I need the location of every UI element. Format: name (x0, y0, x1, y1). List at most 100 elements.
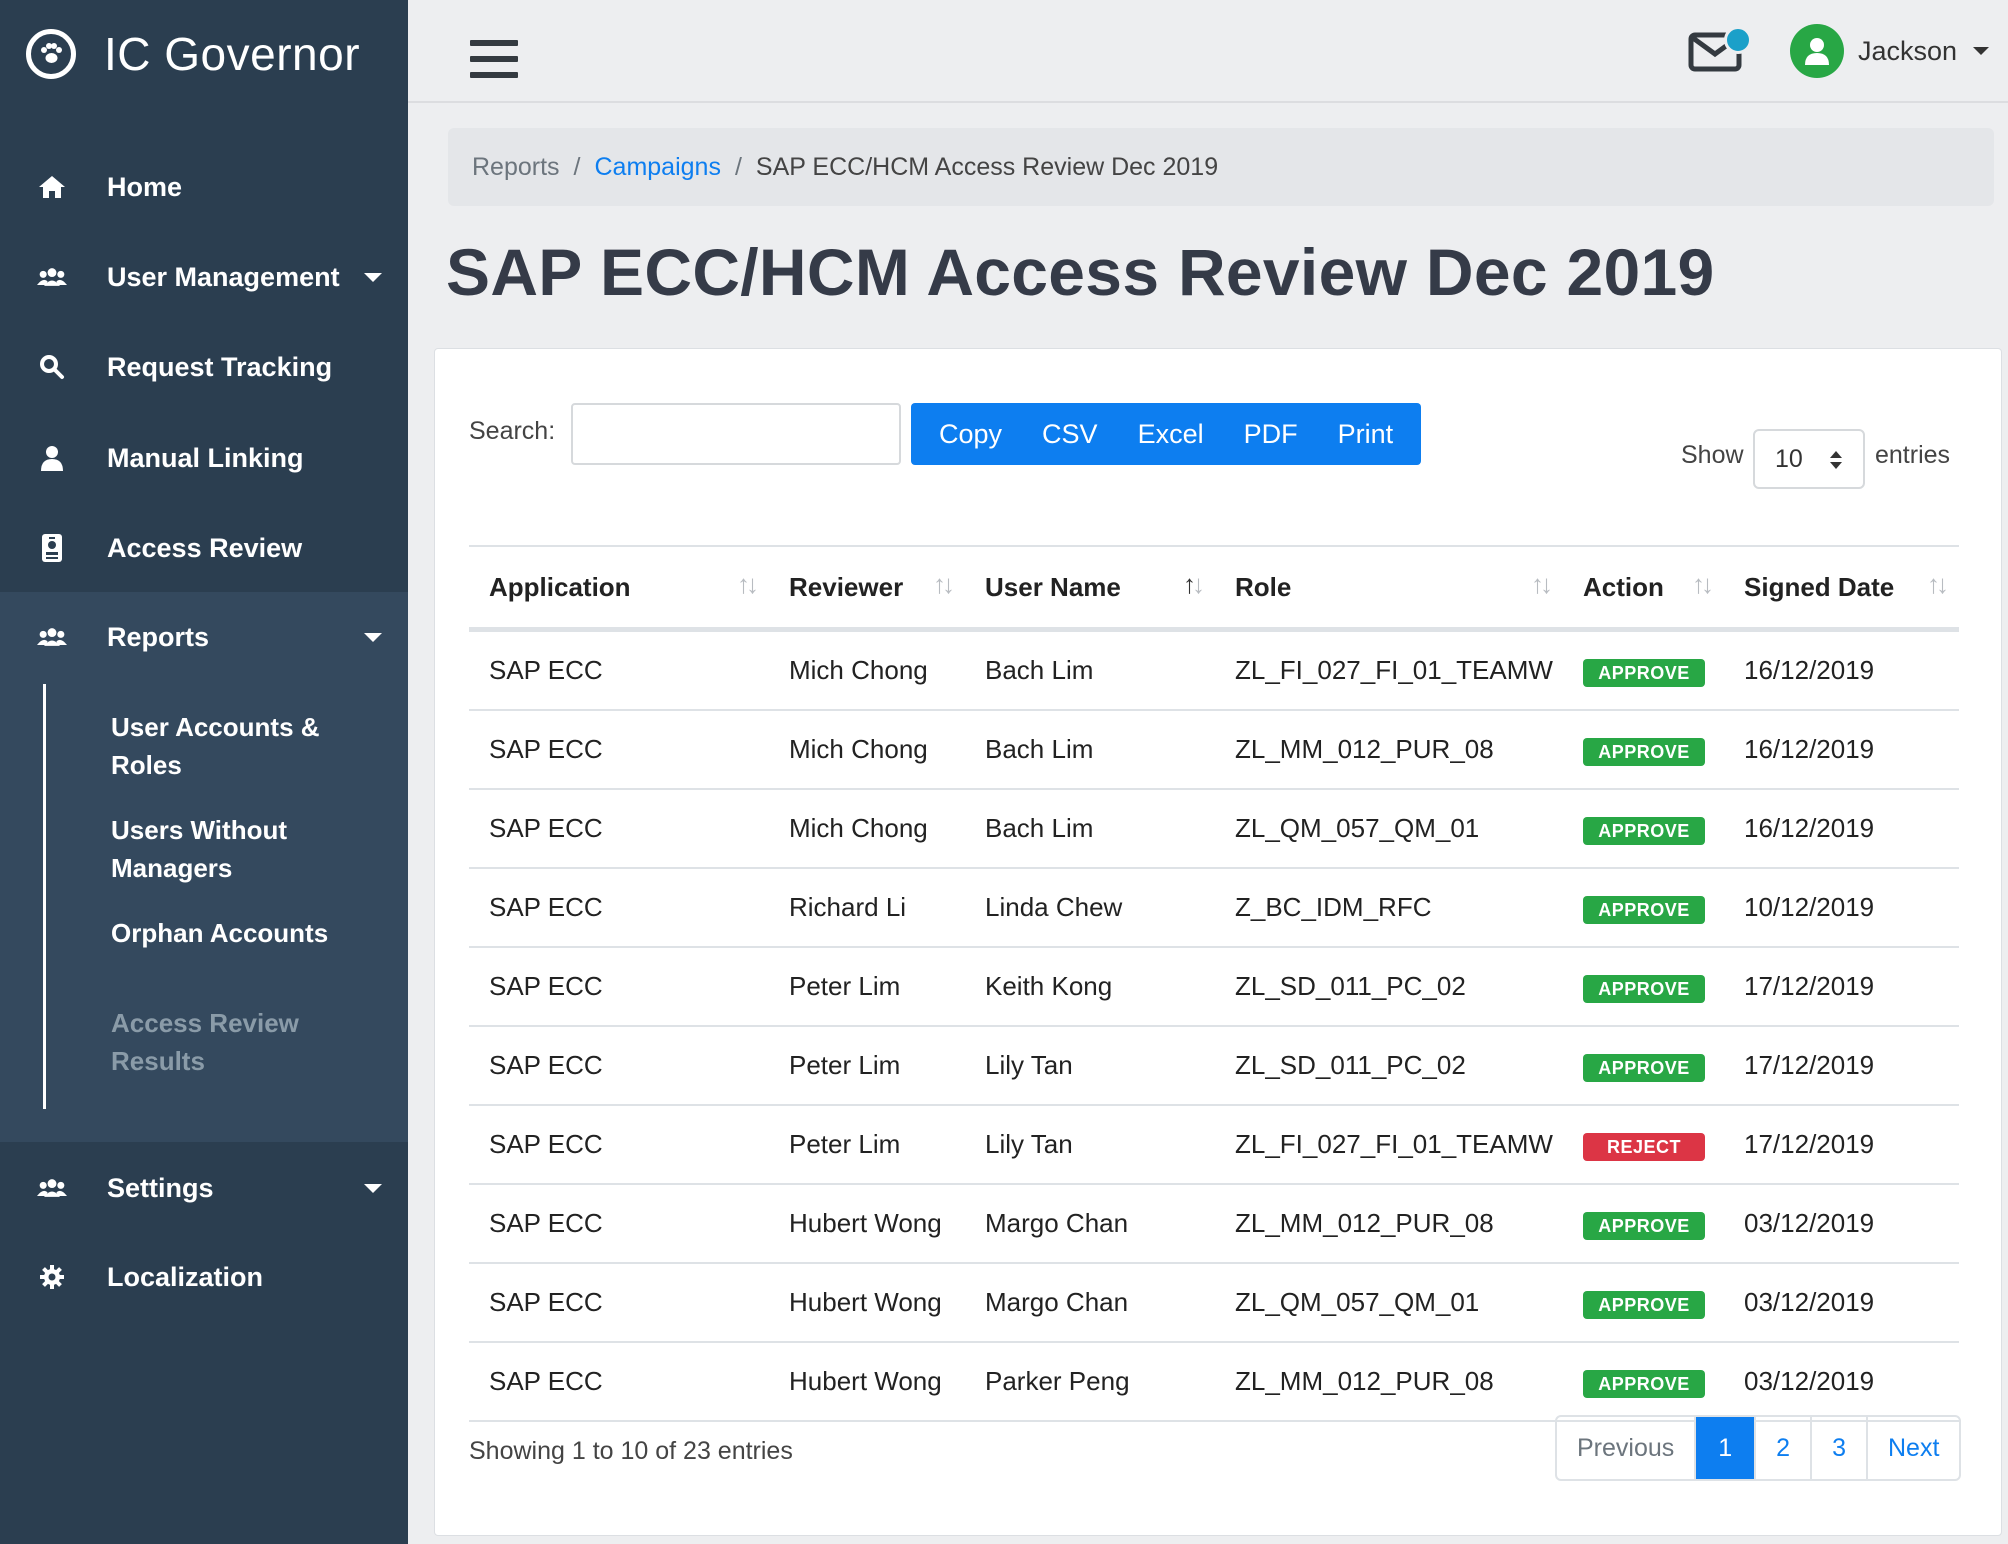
sidebar-item-access-review[interactable]: Access Review (0, 503, 408, 593)
paw-icon (26, 29, 76, 79)
cell-application: SAP ECC (469, 947, 769, 1027)
cell-user-name: Bach Lim (965, 710, 1215, 790)
cell-signed-date: 17/12/2019 (1724, 947, 1959, 1027)
subitem-label-line: User Accounts & (111, 712, 320, 742)
reject-badge: REJECT (1583, 1132, 1705, 1161)
approve-badge: APPROVE (1583, 816, 1705, 845)
sidebar-item-reports[interactable]: Reports (0, 592, 408, 682)
sidebar-item-label: Settings (107, 1172, 214, 1203)
user-menu[interactable]: Jackson (1790, 24, 1990, 78)
sidebar-item-localization[interactable]: Localization (0, 1232, 408, 1322)
cell-application: SAP ECC (469, 1184, 769, 1264)
sidebar-subitem-user-accounts-roles[interactable]: User Accounts & Roles (111, 708, 371, 784)
cell-role: ZL_SD_011_PC_02 (1215, 947, 1563, 1027)
cell-application: SAP ECC (469, 1105, 769, 1185)
breadcrumb-item-campaigns[interactable]: Campaigns (594, 152, 721, 181)
sort-ascending-icon: ↑↓ (1183, 569, 1205, 599)
pagination-page-1[interactable]: 1 (1694, 1417, 1755, 1479)
breadcrumb-item-current: SAP ECC/HCM Access Review Dec 2019 (755, 152, 1219, 181)
sidebar-item-user-management[interactable]: User Management (0, 232, 408, 322)
csv-button[interactable]: CSV (1042, 419, 1098, 449)
cell-action: APPROVE (1563, 947, 1724, 1027)
users-icon (37, 262, 67, 292)
user-name: Jackson (1858, 35, 1958, 66)
page-size-value: 10 (1775, 444, 1803, 473)
brand[interactable]: IC Governor (26, 26, 360, 82)
table-row[interactable]: SAP ECC Peter Lim Lily Tan ZL_SD_011_PC_02 A… (469, 1026, 1959, 1106)
cell-role: ZL_FI_027_FI_01_TEAMW (1215, 629, 1563, 711)
sidebar-subitem-access-review-results[interactable]: Access Review Results (111, 1004, 371, 1080)
cell-user-name: Parker Peng (965, 1342, 1215, 1422)
cell-signed-date: 17/12/2019 (1724, 1026, 1959, 1106)
user-icon (37, 443, 67, 473)
column-header-application[interactable]: Application ↑↓ (469, 545, 769, 632)
cell-role: ZL_MM_012_PUR_08 (1215, 1184, 1563, 1264)
sidebar-item-label: Reports (107, 621, 210, 652)
cell-user-name: Margo Chan (965, 1184, 1215, 1264)
page-title: SAP ECC/HCM Access Review Dec 2019 (446, 235, 1715, 309)
cell-role: ZL_FI_027_FI_01_TEAMW (1215, 1105, 1563, 1185)
cell-signed-date: 03/12/2019 (1724, 1263, 1959, 1343)
breadcrumb: Reports / Campaigns / SAP ECC/HCM Access… (448, 128, 1994, 206)
cell-role: ZL_QM_057_QM_01 (1215, 1263, 1563, 1343)
column-header-label: Application (489, 571, 631, 602)
pagination-page-2[interactable]: 2 (1754, 1417, 1810, 1479)
sort-icon: ↑↓ (1927, 569, 1949, 599)
sidebar-item-label: Manual Linking (107, 442, 304, 473)
column-header-reviewer[interactable]: Reviewer ↑↓ (769, 545, 965, 632)
pdf-button[interactable]: PDF (1243, 419, 1298, 449)
column-header-signed-date[interactable]: Signed Date ↑↓ (1724, 545, 1959, 632)
table-row[interactable]: SAP ECC Mich Chong Bach Lim ZL_QM_057_QM_01… (469, 789, 1959, 869)
excel-button[interactable]: Excel (1137, 419, 1204, 449)
subitem-label-line: Orphan Accounts (111, 918, 329, 948)
cell-reviewer: Mich Chong (769, 629, 965, 711)
copy-button[interactable]: Copy (939, 419, 1003, 449)
table-row[interactable]: SAP ECC Hubert Wong Parker Peng ZL_MM_012_P… (469, 1342, 1959, 1422)
cell-signed-date: 16/12/2019 (1724, 789, 1959, 869)
breadcrumb-item-reports[interactable]: Reports (472, 152, 560, 181)
column-header-label: Role (1235, 571, 1292, 602)
mail-icon[interactable] (1688, 26, 1752, 72)
search-input[interactable] (571, 403, 901, 465)
cell-role: ZL_MM_012_PUR_08 (1215, 1342, 1563, 1422)
cell-application: SAP ECC (469, 1026, 769, 1106)
sidebar-subitem-users-without-managers[interactable]: Users Without Managers (111, 811, 371, 887)
pagination-page-3[interactable]: 3 (1810, 1417, 1866, 1479)
table-row[interactable]: SAP ECC Hubert Wong Margo Chan ZL_MM_012_PU… (469, 1184, 1959, 1264)
column-header-user-name[interactable]: User Name ↑↓ (965, 545, 1215, 632)
sort-icon: ↑↓ (933, 569, 955, 599)
approve-badge: APPROVE (1583, 1053, 1705, 1082)
table-row[interactable]: SAP ECC Hubert Wong Margo Chan ZL_QM_057_QM… (469, 1263, 1959, 1343)
chevron-down-icon (1973, 47, 1990, 55)
column-header-action[interactable]: Action ↑↓ (1563, 545, 1724, 632)
table-row[interactable]: SAP ECC Richard Li Linda Chew Z_BC_IDM_RFC A… (469, 868, 1959, 948)
brand-title: IC Governor (104, 28, 361, 80)
chevron-down-icon (364, 1184, 382, 1193)
sidebar-item-manual-linking[interactable]: Manual Linking (0, 413, 408, 503)
cell-signed-date: 03/12/2019 (1724, 1184, 1959, 1264)
cell-application: SAP ECC (469, 629, 769, 711)
table-row[interactable]: SAP ECC Peter Lim Keith Kong ZL_SD_011_PC_0… (469, 947, 1959, 1027)
pagination-previous[interactable]: Previous (1577, 1434, 1675, 1462)
sidebar-item-request-tracking[interactable]: Request Tracking (0, 322, 408, 412)
column-header-role[interactable]: Role ↑↓ (1215, 545, 1563, 632)
table-row[interactable]: SAP ECC Peter Lim Lily Tan ZL_FI_027_FI_01_… (469, 1105, 1959, 1185)
column-header-label: Signed Date (1744, 571, 1895, 602)
avatar (1790, 24, 1844, 78)
subitem-label-line: Users Without (111, 815, 287, 845)
sidebar-item-label: Localization (107, 1261, 264, 1292)
home-icon (37, 172, 67, 202)
pagination-next[interactable]: Next (1865, 1417, 1959, 1479)
hamburger-menu-icon[interactable] (470, 40, 518, 84)
table-row[interactable]: SAP ECC Mich Chong Bach Lim ZL_FI_027_FI_01… (469, 629, 1959, 711)
topbar: Jackson (408, 0, 2008, 103)
cell-user-name: Lily Tan (965, 1026, 1215, 1106)
id-badge-icon (37, 533, 67, 563)
print-button[interactable]: Print (1337, 419, 1394, 449)
sidebar-item-home[interactable]: Home (0, 142, 408, 232)
sidebar-subitem-orphan-accounts[interactable]: Orphan Accounts (111, 914, 371, 952)
page-size-select[interactable]: 10 (1753, 429, 1865, 489)
table-row[interactable]: SAP ECC Mich Chong Bach Lim ZL_MM_012_PUR_0… (469, 710, 1959, 790)
notification-dot (1724, 26, 1752, 54)
sidebar-item-settings[interactable]: Settings (0, 1143, 408, 1233)
